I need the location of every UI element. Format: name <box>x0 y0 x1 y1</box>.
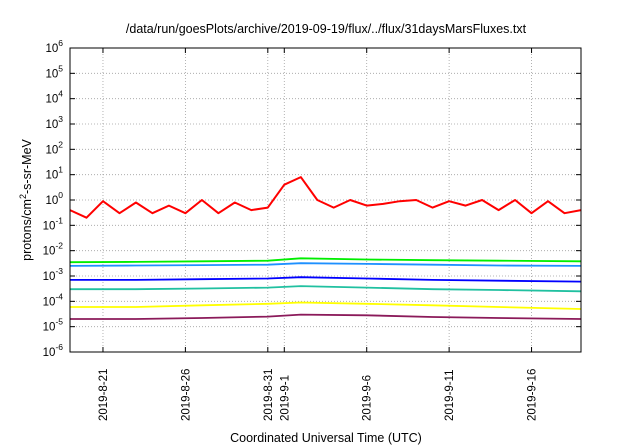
y-tick-label: 10-5 <box>43 317 64 334</box>
chart-title: /data/run/goesPlots/archive/2019-09-19/f… <box>126 22 527 36</box>
y-tick-label: 10-3 <box>43 266 64 283</box>
y-axis-label-sup: 2 <box>18 194 28 199</box>
x-tick-label: 2019-9-11 <box>444 369 456 421</box>
y-tick-label: 105 <box>45 63 63 80</box>
y-tick-label: 101 <box>45 165 63 182</box>
x-axis-label: Coordinated Universal Time (UTC) <box>230 431 422 445</box>
y-tick-label: 103 <box>45 114 63 131</box>
grid <box>70 48 581 352</box>
y-tick-label: 10-4 <box>43 291 64 308</box>
series-line <box>69 262 582 267</box>
series-line <box>70 285 582 293</box>
x-tick-label: 2019-8-21 <box>98 369 110 421</box>
series-line <box>69 257 582 264</box>
y-tick-label: 10-1 <box>43 215 64 232</box>
y-axis-label-pre: protons/cm <box>20 199 34 261</box>
y-axis-label: protons/cm2-s-sr-MeV <box>18 138 34 260</box>
y-tick-label: 106 <box>45 38 63 55</box>
x-tick-label: 2019-9-1 <box>279 375 291 421</box>
series-line <box>70 313 582 320</box>
y-tick-label: 104 <box>45 89 63 106</box>
x-tick-label: 2019-8-31 <box>263 369 275 421</box>
y-tick-label: 100 <box>45 190 63 207</box>
series-line <box>70 301 582 310</box>
series-line <box>70 276 582 283</box>
x-tick-label: 2019-8-26 <box>180 369 192 421</box>
x-tick-label: 2019-9-6 <box>362 375 374 421</box>
series-line <box>69 176 582 219</box>
y-tick-label: 10-6 <box>43 342 64 359</box>
y-tick-label: 10-2 <box>43 241 64 258</box>
y-axis-label-post: -s-sr-MeV <box>20 138 34 194</box>
x-axis: 2019-8-21 2019-8-26 2019-8-31 2019-9-1 2019-… <box>98 48 539 421</box>
x-tick-label: 2019-9-16 <box>527 369 539 421</box>
y-tick-label: 102 <box>45 139 63 156</box>
series-group <box>69 176 582 320</box>
y-axis: 10-6 10-5 10-4 10-3 10-2 10-1 100 101 102 103 104 1… <box>43 38 581 359</box>
